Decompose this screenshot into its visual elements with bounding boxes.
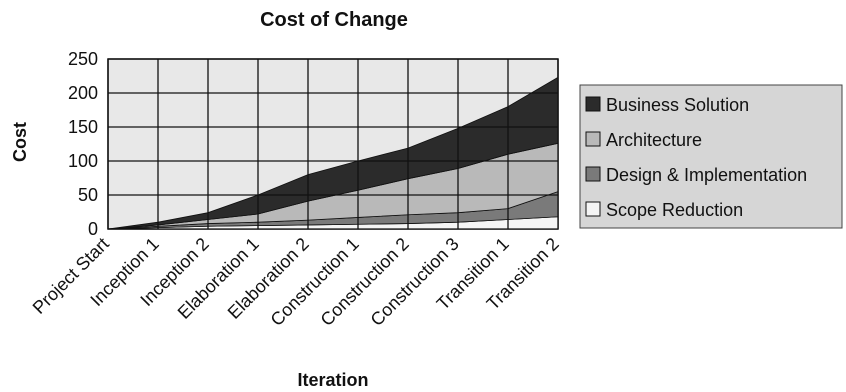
chart-title: Cost of Change bbox=[260, 9, 408, 31]
legend-label: Architecture bbox=[606, 130, 702, 150]
x-tick-label: Construction 3 bbox=[367, 234, 463, 330]
x-axis-label: Iteration bbox=[297, 370, 368, 390]
y-tick-label: 200 bbox=[68, 83, 98, 103]
y-tick-label: 100 bbox=[68, 151, 98, 171]
legend-swatch bbox=[585, 201, 601, 217]
y-tick-label: 250 bbox=[68, 49, 98, 69]
legend: Business Solution Architecture Design & Im… bbox=[579, 84, 843, 229]
y-tick-label: 0 bbox=[88, 219, 98, 239]
x-tick-label: Construction 1 bbox=[267, 234, 363, 330]
legend-label: Business Solution bbox=[606, 95, 749, 115]
legend-swatch bbox=[585, 131, 601, 147]
legend-label: Design & Implementation bbox=[606, 165, 807, 185]
y-axis-label: Cost bbox=[10, 122, 30, 162]
legend-swatch bbox=[585, 166, 601, 182]
legend-swatch bbox=[585, 96, 601, 112]
legend-box bbox=[579, 84, 843, 229]
y-tick-label: 50 bbox=[78, 185, 98, 205]
y-tick-label: 150 bbox=[68, 117, 98, 137]
legend-label: Scope Reduction bbox=[606, 200, 743, 220]
x-tick-label: Construction 2 bbox=[317, 234, 413, 330]
